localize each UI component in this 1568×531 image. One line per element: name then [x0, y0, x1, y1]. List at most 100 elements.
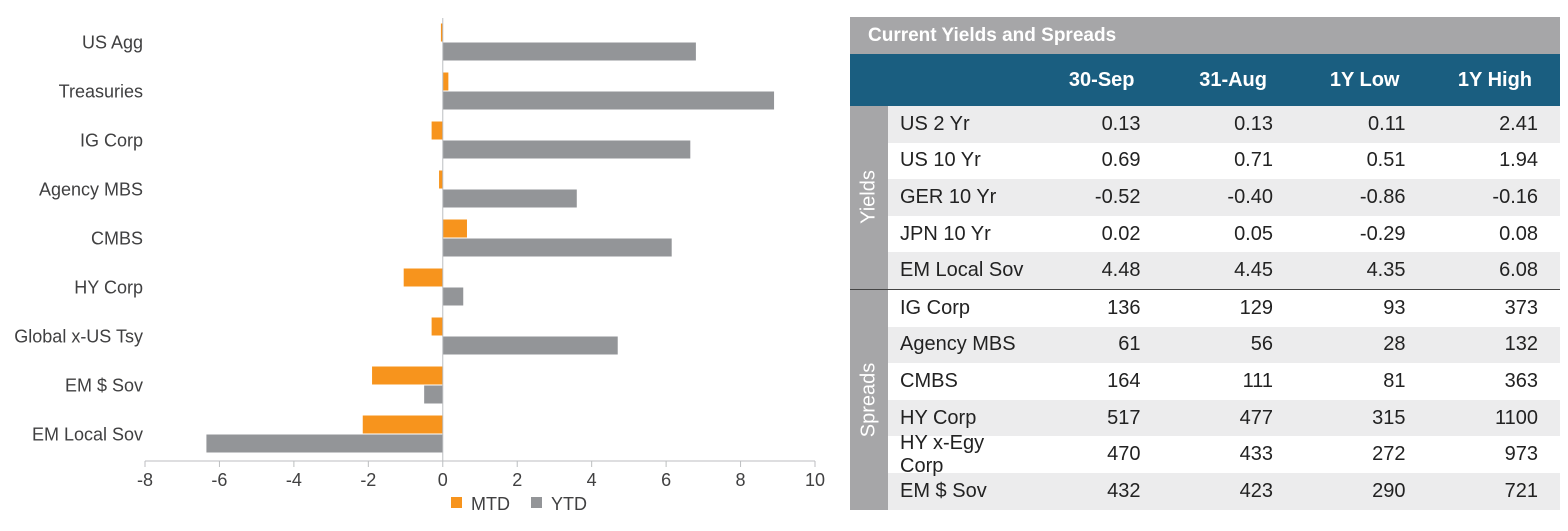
- table-cell: 81: [1383, 369, 1406, 392]
- table-cell: 433: [1239, 443, 1273, 466]
- bar-ytd: [442, 189, 577, 208]
- table-title: Current Yields and Spreads: [850, 17, 1560, 54]
- table-cell: 1100: [1494, 406, 1538, 429]
- table-cell: 61: [1118, 333, 1141, 356]
- header-1y-low: 1Y Low: [1329, 68, 1400, 91]
- yields-spreads-table: Current Yields and Spreads 30-Sep 31-Aug…: [850, 17, 1560, 511]
- table-cell: 477: [1239, 406, 1273, 429]
- group-label-column: Yields: [850, 106, 888, 289]
- table-row: HY x-Egy Corp 470 433 272 973: [888, 432, 1560, 477]
- table-cell: 432: [1107, 479, 1141, 502]
- table-cell: 1.94: [1499, 149, 1538, 172]
- row-label: IG Corp: [900, 296, 971, 319]
- table-row: EM Local Sov 4.48 4.45 4.35 6.08: [888, 252, 1560, 289]
- table-cell: 0.11: [1368, 112, 1406, 135]
- x-tick-label: 2: [512, 470, 522, 490]
- table-cell: 111: [1242, 369, 1273, 392]
- row-label: HY x-Egy Corp: [900, 431, 985, 477]
- row-label: US 10 Yr: [900, 149, 981, 172]
- category-label: US Agg: [82, 33, 143, 53]
- table-cell: 164: [1107, 369, 1141, 392]
- bar-ytd: [442, 140, 691, 159]
- table-cell: -0.40: [1227, 185, 1273, 208]
- x-tick-label: 8: [736, 470, 746, 490]
- category-label: Treasuries: [59, 82, 143, 102]
- header-31-aug: 31-Aug: [1199, 68, 1267, 91]
- table-cell: 315: [1372, 406, 1406, 429]
- table-cell: -0.29: [1359, 222, 1406, 245]
- legend-swatch-ytd: [531, 497, 542, 508]
- table-row: CMBS 164 111 81 363: [888, 363, 1560, 400]
- bar-mtd: [431, 317, 443, 336]
- x-tick-label: -8: [137, 470, 153, 490]
- x-tick-label: 10: [805, 470, 825, 490]
- table-cell: 136: [1107, 296, 1141, 319]
- legend-label-mtd: MTD: [471, 494, 510, 514]
- x-tick-label: 6: [661, 470, 671, 490]
- table-row: GER 10 Yr -0.52 -0.40 -0.86 -0.16: [888, 179, 1560, 216]
- table-cell: 6.08: [1499, 259, 1538, 282]
- category-label: Global x-US Tsy: [14, 327, 143, 347]
- table-cell: 721: [1504, 479, 1538, 502]
- table-cell: -0.52: [1094, 185, 1141, 208]
- group-label: Yields: [857, 170, 880, 225]
- table-row: IG Corp 136 129 93 373: [888, 290, 1560, 327]
- bar-ytd: [424, 385, 443, 404]
- row-label: Agency MBS: [900, 333, 1016, 356]
- category-label: EM $ Sov: [65, 376, 143, 396]
- x-tick-label: 0: [438, 470, 448, 490]
- category-label: CMBS: [91, 229, 143, 249]
- category-label: EM Local Sov: [32, 425, 143, 445]
- group-label: Spreads: [857, 362, 880, 438]
- x-tick-label: -4: [286, 470, 302, 490]
- table-cell: 0.08: [1499, 222, 1538, 245]
- row-label: CMBS: [900, 369, 958, 392]
- table-body: Yields US 2 Yr 0.13 0.13 0.11 2.41 US 10 Yr 0.6…: [850, 106, 1560, 510]
- legend-swatch-mtd: [451, 497, 462, 508]
- table-group-spreads: Spreads IG Corp 136 129 93 373 Agency MBS 61 56 2…: [850, 289, 1560, 510]
- table-cell: 0.13: [1234, 112, 1273, 135]
- bar-ytd: [206, 434, 443, 453]
- table-cell: 0.51: [1366, 149, 1406, 172]
- bar-mtd: [431, 121, 443, 140]
- row-label: HY Corp: [900, 406, 977, 429]
- table-cell: 56: [1250, 333, 1273, 356]
- bar-mtd: [403, 268, 443, 287]
- header-30-sep: 30-Sep: [1068, 68, 1135, 91]
- table-cell: 973: [1504, 443, 1538, 466]
- table-row: HY Corp 517 477 315 1100: [888, 399, 1560, 437]
- table-cell: 423: [1239, 479, 1273, 502]
- table-row: Agency MBS 61 56 28 132: [888, 326, 1560, 364]
- table-cell: 0.71: [1234, 149, 1273, 172]
- group-divider: [850, 288, 1560, 290]
- table-cell: 373: [1504, 296, 1538, 319]
- table-cell: 28: [1383, 333, 1406, 356]
- table-cell: 129: [1239, 296, 1273, 319]
- table-cell: 272: [1372, 443, 1406, 466]
- table-cell: 0.02: [1101, 222, 1141, 245]
- x-tick-label: 4: [587, 470, 597, 490]
- table-group-yields: Yields US 2 Yr 0.13 0.13 0.11 2.41 US 10 Yr 0.6…: [850, 106, 1560, 289]
- table-cell: 517: [1107, 406, 1141, 429]
- row-label: US 2 Yr: [900, 112, 970, 135]
- bar-ytd: [442, 287, 464, 306]
- bar-ytd: [442, 42, 696, 61]
- bar-mtd: [362, 415, 443, 434]
- table-cell: 132: [1504, 333, 1538, 356]
- table-cell: -0.86: [1359, 185, 1406, 208]
- x-tick-label: -6: [211, 470, 227, 490]
- bar-mtd: [372, 366, 443, 385]
- row-label: EM Local Sov: [900, 259, 1024, 282]
- category-label: HY Corp: [74, 278, 143, 298]
- bar-mtd: [440, 23, 443, 42]
- bar-mtd: [439, 170, 443, 189]
- header-1y-high: 1Y High: [1457, 68, 1532, 91]
- category-label: Agency MBS: [39, 180, 143, 200]
- table-cell: 93: [1383, 296, 1406, 319]
- table-row: US 2 Yr 0.13 0.13 0.11 2.41: [888, 106, 1560, 143]
- x-tick-label: -2: [360, 470, 376, 490]
- table-row: JPN 10 Yr 0.02 0.05 -0.29 0.08: [888, 216, 1560, 253]
- bar-ytd: [442, 91, 775, 110]
- bar-mtd: [442, 219, 467, 238]
- row-label: EM $ Sov: [900, 479, 987, 502]
